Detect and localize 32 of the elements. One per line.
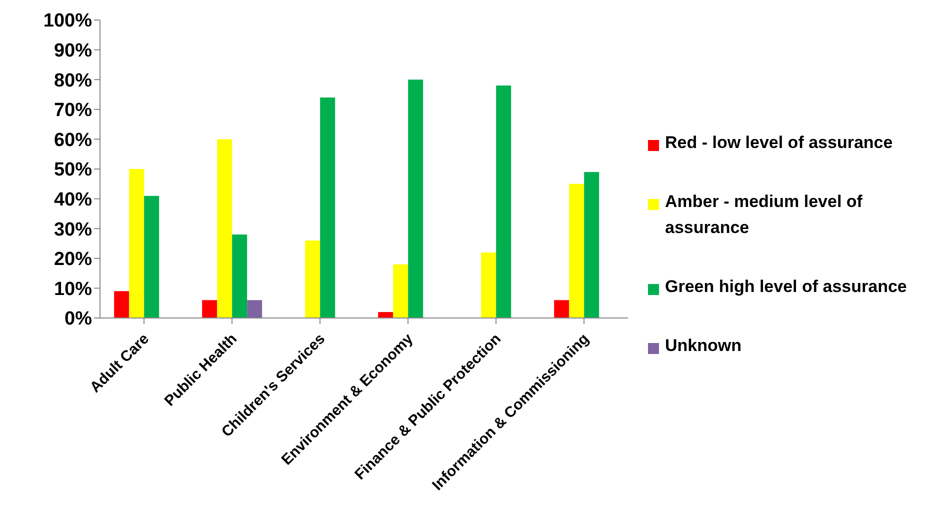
legend-label: Unknown — [665, 334, 742, 356]
bar — [232, 234, 248, 318]
bar — [554, 300, 570, 318]
y-tick-label: 80% — [54, 70, 92, 92]
legend-label: Amber - medium level of assurance — [665, 190, 864, 238]
bar — [408, 80, 424, 318]
y-tick-label: 70% — [54, 100, 92, 122]
y-tick-label: 90% — [54, 40, 92, 62]
y-tick-label: 60% — [54, 130, 92, 151]
bar — [202, 300, 218, 318]
y-tick-label: 40% — [54, 190, 92, 211]
bar — [584, 172, 600, 318]
y-tick-label: 100% — [43, 10, 92, 32]
bar — [569, 184, 584, 318]
legend-label: Green high level of assurance — [665, 276, 907, 298]
bar — [114, 291, 130, 318]
bar — [481, 252, 496, 318]
bar — [305, 240, 320, 318]
bar — [144, 196, 160, 318]
y-tick-label: 20% — [54, 249, 92, 270]
bar — [247, 300, 262, 318]
bar — [217, 139, 232, 318]
bar — [129, 169, 144, 318]
y-tick-label: 0% — [64, 308, 92, 330]
bar — [320, 97, 336, 318]
legend-label: Red - low level of assurance — [665, 132, 893, 154]
y-tick-label: 10% — [54, 278, 92, 300]
bar — [393, 264, 408, 318]
y-tick-label: 50% — [54, 160, 92, 181]
bar — [496, 86, 512, 318]
y-tick-label: 30% — [54, 219, 92, 240]
bar — [378, 312, 394, 318]
